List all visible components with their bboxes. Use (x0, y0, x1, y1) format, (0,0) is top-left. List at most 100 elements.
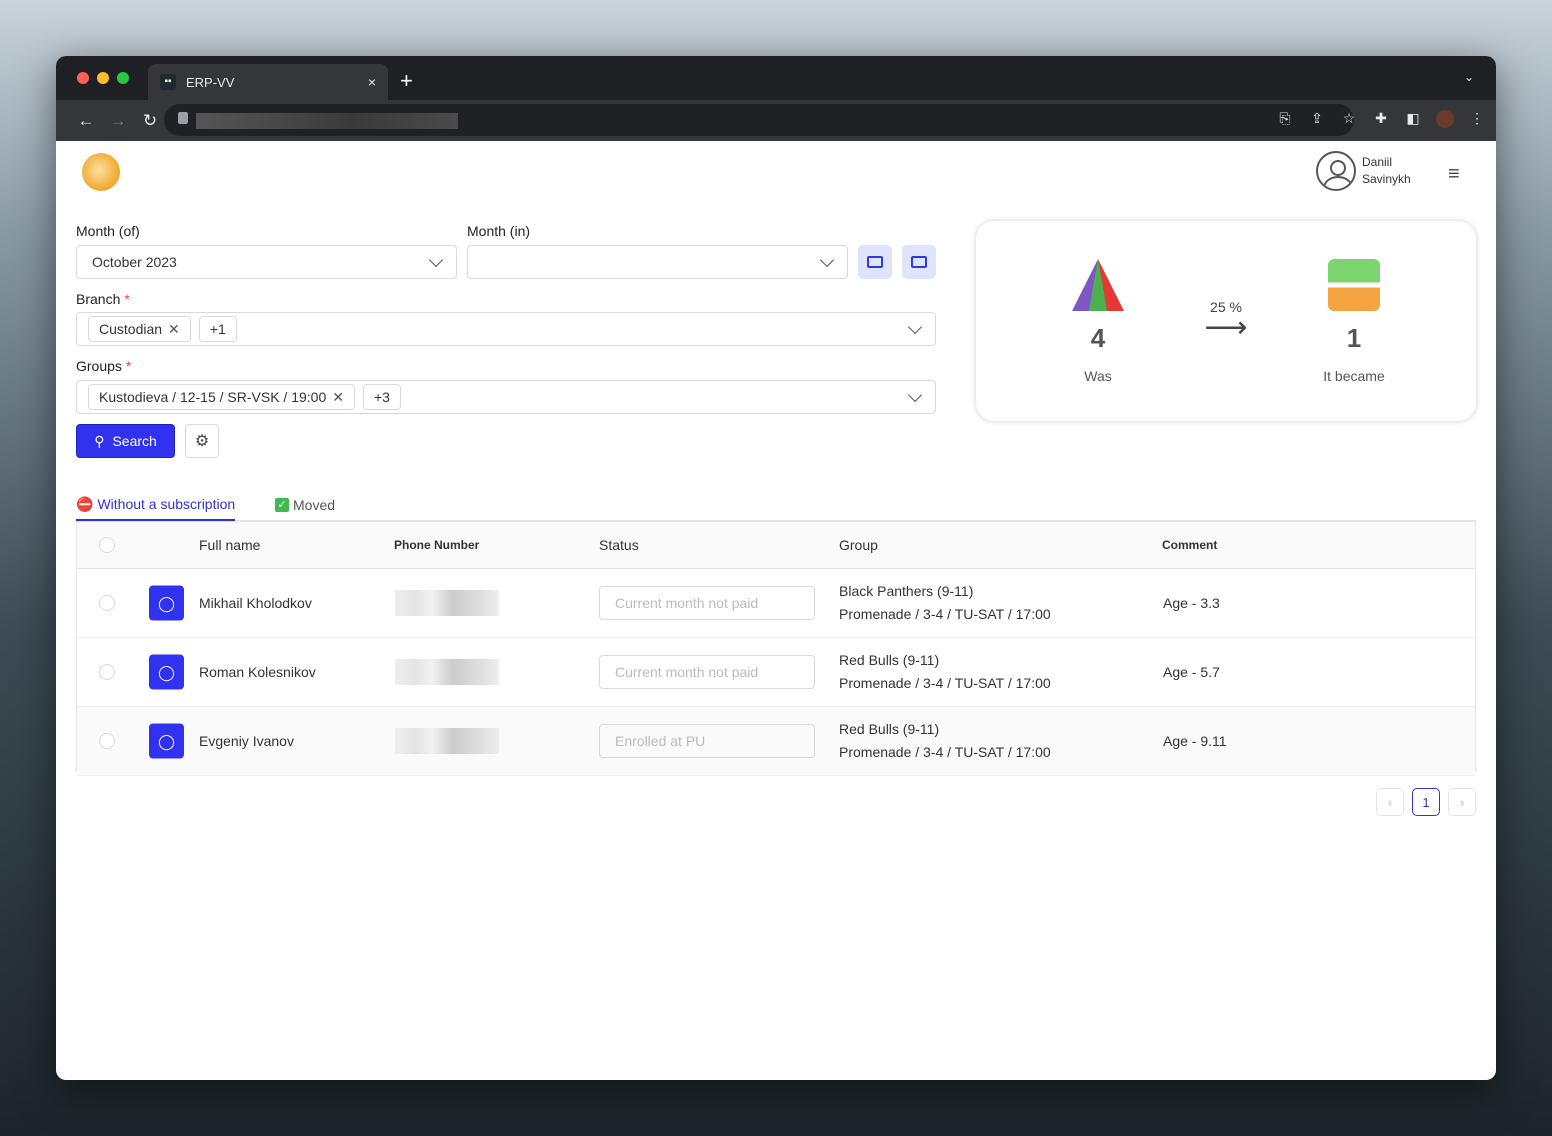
translate-icon[interactable]: ⎘ (1279, 110, 1291, 126)
page-1-button[interactable]: 1 (1412, 788, 1440, 816)
tab-search-chevron-icon[interactable]: ⌄ (1463, 70, 1474, 84)
browser-tab[interactable]: ▪▪ ERP-VV × (148, 64, 388, 100)
chevron-down-icon (819, 252, 835, 267)
branch-more-chip: +1 (198, 316, 237, 342)
settings-button[interactable]: ⚙ (185, 424, 219, 458)
group-people-icon (1072, 259, 1124, 311)
address-bar[interactable] (164, 104, 1354, 136)
tabs: ⛔ Without a subscription ✓ Moved (76, 489, 1476, 521)
page-content: Daniil Savinykh ≡ Month (of) October 2023… (56, 141, 1496, 1080)
maximize-window-button[interactable] (117, 72, 129, 84)
full-name[interactable]: Roman Kolesnikov (199, 664, 316, 680)
groups-select[interactable]: Kustodieva / 12-15 / SR-VSK / 19:00 ✕ +3 (76, 380, 936, 414)
branch-select[interactable]: Custodian ✕ +1 (76, 312, 936, 346)
status-value: Current month not paid (615, 664, 759, 680)
menu-kebab-icon[interactable]: ⋮ (1470, 110, 1484, 126)
became-label: It became (1323, 368, 1385, 384)
reload-icon[interactable]: ↻ (142, 110, 158, 130)
became-stat: 1 It became (1274, 259, 1434, 384)
user-profile[interactable]: Daniil Savinykh (1316, 151, 1411, 191)
prev-page-button[interactable]: ‹ (1376, 788, 1404, 816)
browser-window: ▪▪ ERP-VV × + ⌄ ← → ↻ ⎘ ⇪ ☆ ✚ ◧ ⋮ Daniil… (56, 56, 1496, 1080)
comment: Age - 9.11 (1163, 733, 1227, 749)
chip-label: Custodian (99, 321, 163, 337)
user-last-name: Savinykh (1362, 172, 1411, 186)
gear-icon: ⚙ (194, 433, 210, 450)
phone-redacted (395, 590, 499, 616)
check-box-icon: ✓ (275, 498, 289, 512)
select-all-checkbox[interactable] (99, 537, 115, 553)
minimize-window-button[interactable] (97, 72, 109, 84)
conversion-percent: 25 % (1210, 299, 1242, 315)
chip-label: Kustodieva / 12-15 / SR-VSK / 19:00 (99, 389, 327, 405)
was-label: Was (1084, 368, 1112, 384)
approved-people-icon (1328, 259, 1380, 311)
col-comment: Comment (1162, 538, 1218, 552)
close-tab-icon[interactable]: × (367, 74, 376, 90)
export-up-button[interactable] (858, 245, 892, 279)
groups-more-chip: +3 (362, 384, 401, 410)
close-window-button[interactable] (77, 72, 89, 84)
groups-label-text: Groups (76, 358, 122, 374)
branch-label: Branch * (76, 291, 130, 307)
month-of-label: Month (of) (76, 223, 140, 239)
next-page-button[interactable]: › (1448, 788, 1476, 816)
profile-avatar[interactable] (1436, 110, 1454, 128)
was-value: 4 (1090, 323, 1106, 353)
bookmark-star-icon[interactable]: ☆ (1342, 110, 1356, 126)
tab-without-subscription[interactable]: ⛔ Without a subscription (76, 489, 236, 521)
tab-label: Moved (293, 497, 336, 513)
remove-chip-icon[interactable]: ✕ (168, 320, 180, 337)
hamburger-menu-icon[interactable]: ≡ (1448, 163, 1460, 185)
table-row[interactable]: ◯ Mikhail Kholodkov Current month not pa… (77, 569, 1475, 638)
user-icon: ◯ (149, 585, 184, 621)
group-schedule: Promenade / 3-4 / TU-SAT / 17:00 (839, 606, 1051, 622)
col-group: Group (839, 537, 878, 553)
conversion: 25 % ⟶ (1196, 299, 1256, 344)
new-tab-button[interactable]: + (400, 68, 413, 93)
browser-toolbar: ← → ↻ ⎘ ⇪ ☆ ✚ ◧ ⋮ (56, 100, 1496, 141)
user-icon: ◯ (149, 723, 184, 759)
comment: Age - 5.7 (1163, 664, 1220, 680)
summary-card: 4 Was 25 % ⟶ 1 It became (976, 221, 1476, 421)
tray-down-icon (911, 256, 927, 268)
comment: Age - 3.3 (1163, 595, 1220, 611)
tab-label: Without a subscription (97, 496, 236, 512)
remove-chip-icon[interactable]: ✕ (332, 388, 344, 405)
share-icon[interactable]: ⇪ (1311, 110, 1323, 126)
chevron-down-icon (907, 387, 923, 402)
row-checkbox[interactable] (99, 733, 115, 749)
status-value: Enrolled at PU (615, 733, 706, 749)
tab-moved[interactable]: ✓ Moved (275, 489, 335, 521)
no-entry-icon: ⛔ (76, 495, 94, 512)
app-logo[interactable] (82, 153, 120, 191)
extensions-icon[interactable]: ✚ (1375, 110, 1387, 126)
search-button-label: Search (112, 433, 157, 449)
side-panel-icon[interactable]: ◧ (1406, 110, 1420, 126)
app-favicon-icon: ▪▪ (160, 74, 176, 90)
row-checkbox[interactable] (99, 595, 115, 611)
forward-icon[interactable]: → (109, 110, 127, 130)
full-name[interactable]: Mikhail Kholodkov (199, 595, 312, 611)
table-row[interactable]: ◯ Evgeniy Ivanov Enrolled at PU Red Bull… (77, 707, 1475, 776)
month-in-select[interactable] (467, 245, 848, 279)
tab-bar: ▪▪ ERP-VV × + ⌄ (56, 56, 1496, 100)
status-field[interactable]: Current month not paid (599, 586, 815, 620)
search-button[interactable]: ⚲ Search (76, 424, 175, 458)
lock-icon (178, 112, 188, 124)
search-icon: ⚲ (94, 432, 105, 449)
table-row[interactable]: ◯ Roman Kolesnikov Current month not pai… (77, 638, 1475, 707)
export-down-button[interactable] (902, 245, 936, 279)
branch-chip: Custodian ✕ (88, 316, 191, 342)
status-field[interactable]: Enrolled at PU (599, 724, 815, 758)
row-checkbox[interactable] (99, 664, 115, 680)
full-name[interactable]: Evgeniy Ivanov (199, 733, 294, 749)
back-icon[interactable]: ← (77, 110, 95, 130)
branch-label-text: Branch (76, 291, 121, 307)
status-field[interactable]: Current month not paid (599, 655, 815, 689)
chevron-down-icon (907, 319, 923, 334)
table-header: Full name Phone Number Status Group Comm… (77, 522, 1475, 569)
month-of-select[interactable]: October 2023 (76, 245, 457, 279)
month-of-value: October 2023 (92, 254, 177, 270)
arrow-right-icon: ⟶ (1204, 311, 1248, 344)
